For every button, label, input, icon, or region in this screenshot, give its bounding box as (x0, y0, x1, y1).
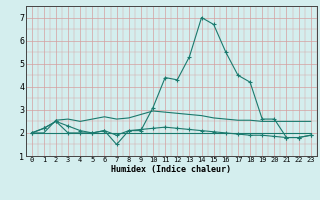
X-axis label: Humidex (Indice chaleur): Humidex (Indice chaleur) (111, 165, 231, 174)
